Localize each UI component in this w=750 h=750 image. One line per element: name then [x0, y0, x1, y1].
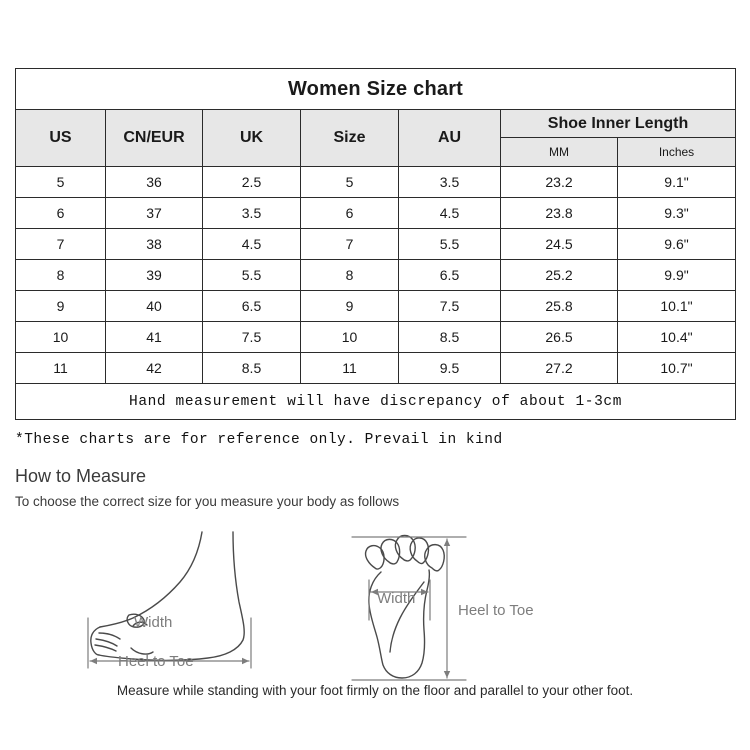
- cell-mm: 25.8: [500, 290, 618, 322]
- column-header-shoe-inner-length: Shoe Inner Length: [499, 109, 737, 138]
- cell-size: 9: [300, 290, 399, 322]
- cell-uk: 7.5: [202, 321, 301, 353]
- side-view-length-label: Heel to Toe: [118, 653, 194, 670]
- how-to-measure-subtitle: To choose the correct size for you measu…: [15, 494, 400, 509]
- cell-cn-eur: 37: [105, 197, 203, 229]
- side-view-length-dimension: [87, 617, 252, 669]
- side-view-width-label: Width: [134, 614, 172, 631]
- cell-us: 11: [15, 352, 106, 384]
- column-header-au: AU: [398, 109, 501, 167]
- cell-uk: 3.5: [202, 197, 301, 229]
- cell-cn-eur: 40: [105, 290, 203, 322]
- cell-au: 4.5: [398, 197, 501, 229]
- cell-size: 11: [300, 352, 399, 384]
- cell-au: 9.5: [398, 352, 501, 384]
- cell-inches: 9.9": [616, 259, 737, 291]
- cell-mm: 23.8: [500, 197, 618, 229]
- column-header-cn-eur: CN/EUR: [105, 109, 203, 167]
- cell-us: 8: [15, 259, 106, 291]
- table-header-row: US CN/EUR UK Size AU Shoe Inner Length: [15, 109, 737, 167]
- column-header-mm: MM: [500, 137, 618, 167]
- cell-cn-eur: 39: [105, 259, 203, 291]
- cell-size: 7: [300, 228, 399, 260]
- top-view-length-dimension: [351, 536, 467, 681]
- column-header-inches: Inches: [616, 137, 737, 167]
- cell-size: 6: [300, 197, 399, 229]
- top-view-width-dimension: [368, 579, 431, 621]
- table-title-row: Women Size chart: [14, 68, 737, 110]
- cell-cn-eur: 38: [105, 228, 203, 260]
- cell-cn-eur: 41: [105, 321, 203, 353]
- cell-au: 5.5: [398, 228, 501, 260]
- cell-mm: 27.2: [500, 352, 618, 384]
- cell-inches: 9.6": [616, 228, 737, 260]
- cell-size: 10: [300, 321, 399, 353]
- column-header-size: Size: [300, 109, 399, 167]
- how-to-measure-title: How to Measure: [15, 466, 147, 486]
- cell-mm: 25.2: [500, 259, 618, 291]
- size-chart-table: Women Size chart US CN/EUR UK Size AU Sh…: [14, 68, 737, 420]
- cell-inches: 9.3": [616, 197, 737, 229]
- measure-caption: Measure while standing with your foot fi…: [116, 683, 634, 698]
- cell-inches: 10.4": [616, 321, 737, 353]
- table-row: 7 38 4.5 7 5.5 24.5 9.6": [15, 228, 737, 260]
- cell-inches: 9.1": [616, 166, 737, 198]
- top-view-width-label: Width: [377, 590, 415, 607]
- side-view-foot-icon: [90, 531, 245, 662]
- table-row: 8 39 5.5 8 6.5 25.2 9.9": [15, 259, 737, 291]
- cell-us: 10: [15, 321, 106, 353]
- cell-size: 5: [300, 166, 399, 198]
- table-row: 10 41 7.5 10 8.5 26.5 10.4": [15, 321, 737, 353]
- table-subheader-row: MM Inches: [16, 137, 737, 167]
- cell-uk: 8.5: [202, 352, 301, 384]
- cell-uk: 5.5: [202, 259, 301, 291]
- cell-size: 8: [300, 259, 399, 291]
- table-row: 6 37 3.5 6 4.5 23.8 9.3": [15, 197, 737, 229]
- table-row: 9 40 6.5 9 7.5 25.8 10.1": [15, 290, 737, 322]
- hand-measurement-note: Hand measurement will have discrepancy o…: [14, 383, 737, 420]
- table-row: 11 42 8.5 11 9.5 27.2 10.7": [15, 352, 737, 384]
- column-header-us: US: [15, 109, 106, 167]
- cell-us: 7: [15, 228, 106, 260]
- side-view-width-marker: [132, 621, 148, 627]
- cell-inches: 10.7": [616, 352, 737, 384]
- diagram-svg: Width Heel to Toe Width Heel to Toe: [87, 531, 534, 681]
- cell-cn-eur: 42: [105, 352, 203, 384]
- cell-au: 8.5: [398, 321, 501, 353]
- top-view-length-label: Heel to Toe: [458, 602, 534, 619]
- cell-au: 7.5: [398, 290, 501, 322]
- cell-us: 6: [15, 197, 106, 229]
- cell-cn-eur: 36: [105, 166, 203, 198]
- cell-us: 5: [15, 166, 106, 198]
- cell-uk: 4.5: [202, 228, 301, 260]
- cell-uk: 2.5: [202, 166, 301, 198]
- table-footer-row: Hand measurement will have discrepancy o…: [14, 383, 737, 420]
- top-view-footprint-icon: [364, 534, 445, 679]
- column-header-uk: UK: [202, 109, 301, 167]
- table-row: 5 36 2.5 5 3.5 23.2 9.1": [15, 166, 737, 198]
- cell-mm: 26.5: [500, 321, 618, 353]
- reference-disclaimer: *These charts are for reference only. Pr…: [15, 432, 503, 448]
- foot-measurement-diagrams: Width Heel to Toe Width Heel to Toe: [0, 520, 750, 681]
- size-chart-table-container: Women Size chart US CN/EUR UK Size AU Sh…: [14, 68, 737, 420]
- cell-mm: 24.5: [500, 228, 618, 260]
- cell-au: 3.5: [398, 166, 501, 198]
- cell-uk: 6.5: [202, 290, 301, 322]
- cell-mm: 23.2: [500, 166, 618, 198]
- cell-au: 6.5: [398, 259, 501, 291]
- cell-us: 9: [15, 290, 106, 322]
- page-title: Women Size chart: [14, 68, 737, 110]
- cell-inches: 10.1": [616, 290, 737, 322]
